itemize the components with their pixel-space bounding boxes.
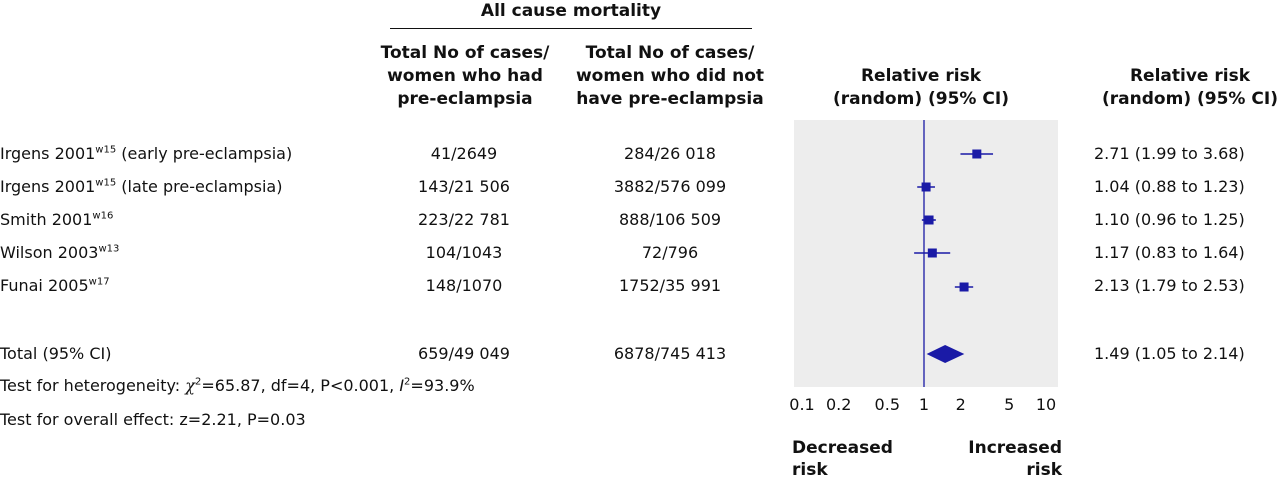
axis-tick-label: 0.5 bbox=[875, 395, 900, 414]
relative-risk-text: 1.04 (0.88 to 1.23) bbox=[1094, 177, 1245, 196]
axis-tick-label: 1 bbox=[919, 395, 929, 414]
total-cases-preeclampsia: 659/49 049 bbox=[418, 344, 510, 363]
study-point-marker bbox=[924, 215, 934, 225]
relative-risk-text: 1.10 (0.96 to 1.25) bbox=[1094, 210, 1245, 229]
decreased-label-line1: Decreased bbox=[792, 438, 893, 458]
header-plot-line2: (random) (95% CI) bbox=[833, 89, 1009, 109]
cases-preeclampsia: 104/1043 bbox=[425, 243, 503, 262]
increased-label-line2: risk bbox=[1026, 460, 1062, 480]
header-plot-line1: Relative risk bbox=[860, 66, 982, 86]
study-point-marker bbox=[927, 248, 937, 258]
total-relative-risk-text: 1.49 (1.05 to 2.14) bbox=[1094, 344, 1245, 363]
total-diamond bbox=[926, 345, 965, 363]
header-cases-preeclampsia: Total No of cases/ women who had pre-ecl… bbox=[370, 42, 560, 111]
study-reference: w16 bbox=[92, 210, 114, 222]
header-plot-relative-risk: Relative risk (random) (95% CI) bbox=[826, 65, 1016, 111]
increased-risk-label: Increased risk bbox=[966, 437, 1062, 481]
study-reference: w17 bbox=[88, 276, 110, 288]
decreased-label-line2: risk bbox=[792, 460, 828, 480]
cases-preeclampsia: 41/2649 bbox=[430, 144, 498, 163]
group-title: All cause mortality bbox=[480, 1, 662, 21]
increased-label-line1: Increased bbox=[968, 438, 1062, 458]
cases-preeclampsia: 143/21 506 bbox=[418, 177, 510, 196]
header-cases-pe-line2: women who had bbox=[387, 66, 543, 86]
header-cases-pe-line3: pre-eclampsia bbox=[397, 89, 533, 109]
header-cases-nope-line3: have pre-eclampsia bbox=[576, 89, 764, 109]
study-point-marker bbox=[959, 282, 969, 292]
study-point-marker bbox=[921, 182, 931, 192]
overall-effect-test: Test for overall effect: z=2.21, P=0.03 bbox=[0, 410, 306, 429]
study-reference: w13 bbox=[98, 243, 120, 255]
cases-preeclampsia: 223/22 781 bbox=[418, 210, 510, 229]
total-cases-no-preeclampsia: 6878/745 413 bbox=[613, 344, 727, 363]
study-point-marker bbox=[972, 149, 982, 159]
study-name: Irgens 2001w15 (early pre-eclampsia) bbox=[0, 144, 293, 163]
cases-no-preeclampsia: 888/106 509 bbox=[618, 210, 722, 229]
axis-tick-label: 5 bbox=[1004, 395, 1014, 414]
relative-risk-text: 2.71 (1.99 to 3.68) bbox=[1094, 144, 1245, 163]
study-name: Smith 2001w16 bbox=[0, 210, 114, 229]
relative-risk-text: 2.13 (1.79 to 2.53) bbox=[1094, 276, 1245, 295]
study-reference: w15 bbox=[95, 177, 117, 189]
header-rr-line2: (random) (95% CI) bbox=[1102, 89, 1278, 109]
total-label: Total (95% CI) bbox=[0, 344, 112, 363]
decreased-risk-label: Decreased risk bbox=[792, 437, 893, 481]
cases-no-preeclampsia: 72/796 bbox=[641, 243, 699, 262]
header-rr-line1: Relative risk bbox=[1129, 66, 1251, 86]
relative-risk-text: 1.17 (0.83 to 1.64) bbox=[1094, 243, 1245, 262]
axis-tick-label: 0.1 bbox=[789, 395, 814, 414]
group-title-rule bbox=[390, 28, 752, 29]
study-name: Funai 2005w17 bbox=[0, 276, 110, 295]
cases-preeclampsia: 148/1070 bbox=[425, 276, 503, 295]
header-cases-pe-line1: Total No of cases/ bbox=[380, 43, 550, 63]
header-relative-risk: Relative risk (random) (95% CI) bbox=[1093, 65, 1280, 111]
axis-tick-label: 10 bbox=[1036, 395, 1056, 414]
heterogeneity-test: Test for heterogeneity: χ2=65.87, df=4, … bbox=[0, 376, 475, 395]
header-cases-nope-line2: women who did not bbox=[575, 66, 765, 86]
cases-no-preeclampsia: 1752/35 991 bbox=[618, 276, 722, 295]
study-name: Irgens 2001w15 (late pre-eclampsia) bbox=[0, 177, 283, 196]
axis-tick-label: 2 bbox=[956, 395, 966, 414]
cases-no-preeclampsia: 3882/576 099 bbox=[613, 177, 727, 196]
study-name: Wilson 2003w13 bbox=[0, 243, 120, 262]
header-cases-nope-line1: Total No of cases/ bbox=[585, 43, 755, 63]
header-cases-no-preeclampsia: Total No of cases/ women who did not hav… bbox=[572, 42, 768, 111]
study-reference: w15 bbox=[95, 144, 117, 156]
axis-tick-label: 0.2 bbox=[826, 395, 851, 414]
cases-no-preeclampsia: 284/26 018 bbox=[624, 144, 716, 163]
